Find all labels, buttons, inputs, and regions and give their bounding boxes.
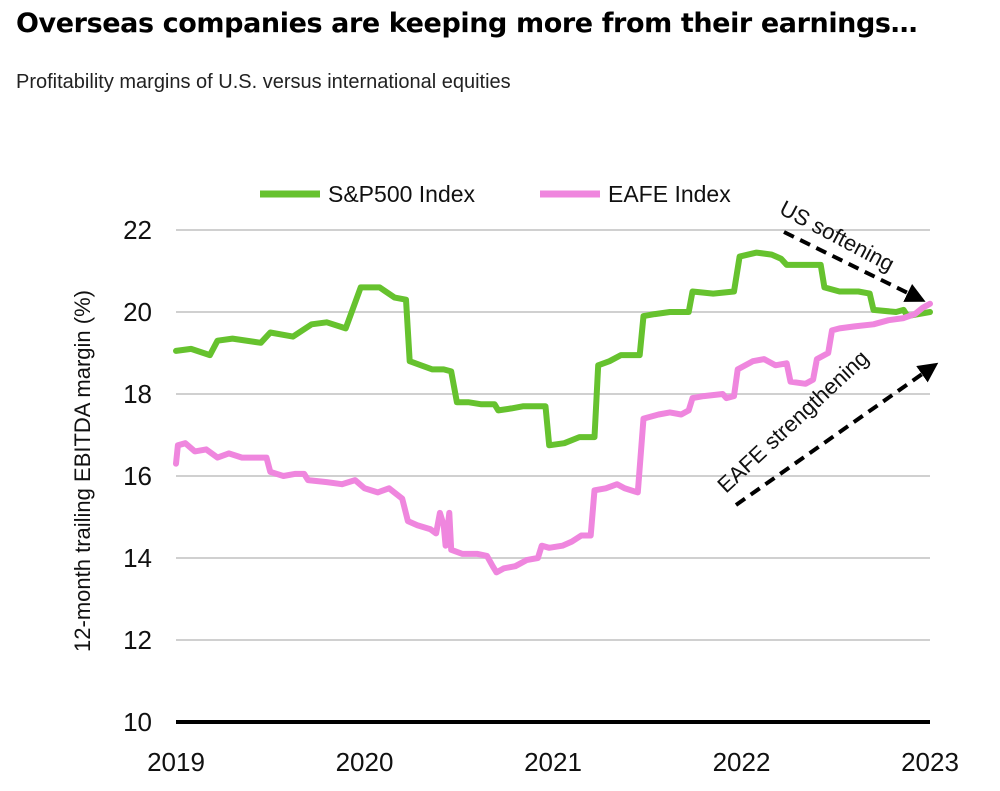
y-tick-labels: 10 12 14 16 18 20 22 (123, 215, 152, 737)
x-tick-label: 2022 (713, 747, 771, 777)
legend-label-eafe: EAFE Index (608, 181, 731, 207)
x-tick-label: 2023 (901, 747, 959, 777)
series-lines (173, 249, 933, 576)
annotation-eafe-strengthening: EAFE strengthening (712, 345, 939, 507)
y-tick-label: 18 (123, 379, 152, 409)
annotation-us-softening: US softening (776, 195, 926, 302)
x-tick-label: 2020 (336, 747, 394, 777)
gridlines (176, 229, 930, 641)
page-subtitle: Profitability margins of U.S. versus int… (16, 71, 511, 93)
x-tick-label: 2019 (147, 747, 205, 777)
y-tick-label: 14 (123, 543, 152, 573)
annotation-arrow-eafe-strengthening (734, 362, 939, 507)
y-tick-label: 22 (123, 215, 152, 245)
annotation-arrow-us-softening (783, 230, 926, 302)
y-tick-label: 20 (123, 297, 152, 327)
x-tick-labels: 2019 2020 2021 2022 2023 (147, 747, 959, 777)
page-title: Overseas companies are keeping more from… (16, 8, 918, 39)
x-tick-label: 2021 (524, 747, 582, 777)
y-tick-label: 10 (123, 707, 152, 737)
legend-label-sp500: S&P500 Index (328, 181, 476, 207)
legend: S&P500 Index EAFE Index (260, 181, 731, 207)
y-tick-label: 16 (123, 461, 152, 491)
y-tick-label: 12 (123, 625, 152, 655)
y-axis-title: 12-month trailing EBITDA margin (%) (70, 290, 95, 652)
series-line-sp500 (173, 249, 933, 449)
series-line-eafe (173, 300, 933, 576)
